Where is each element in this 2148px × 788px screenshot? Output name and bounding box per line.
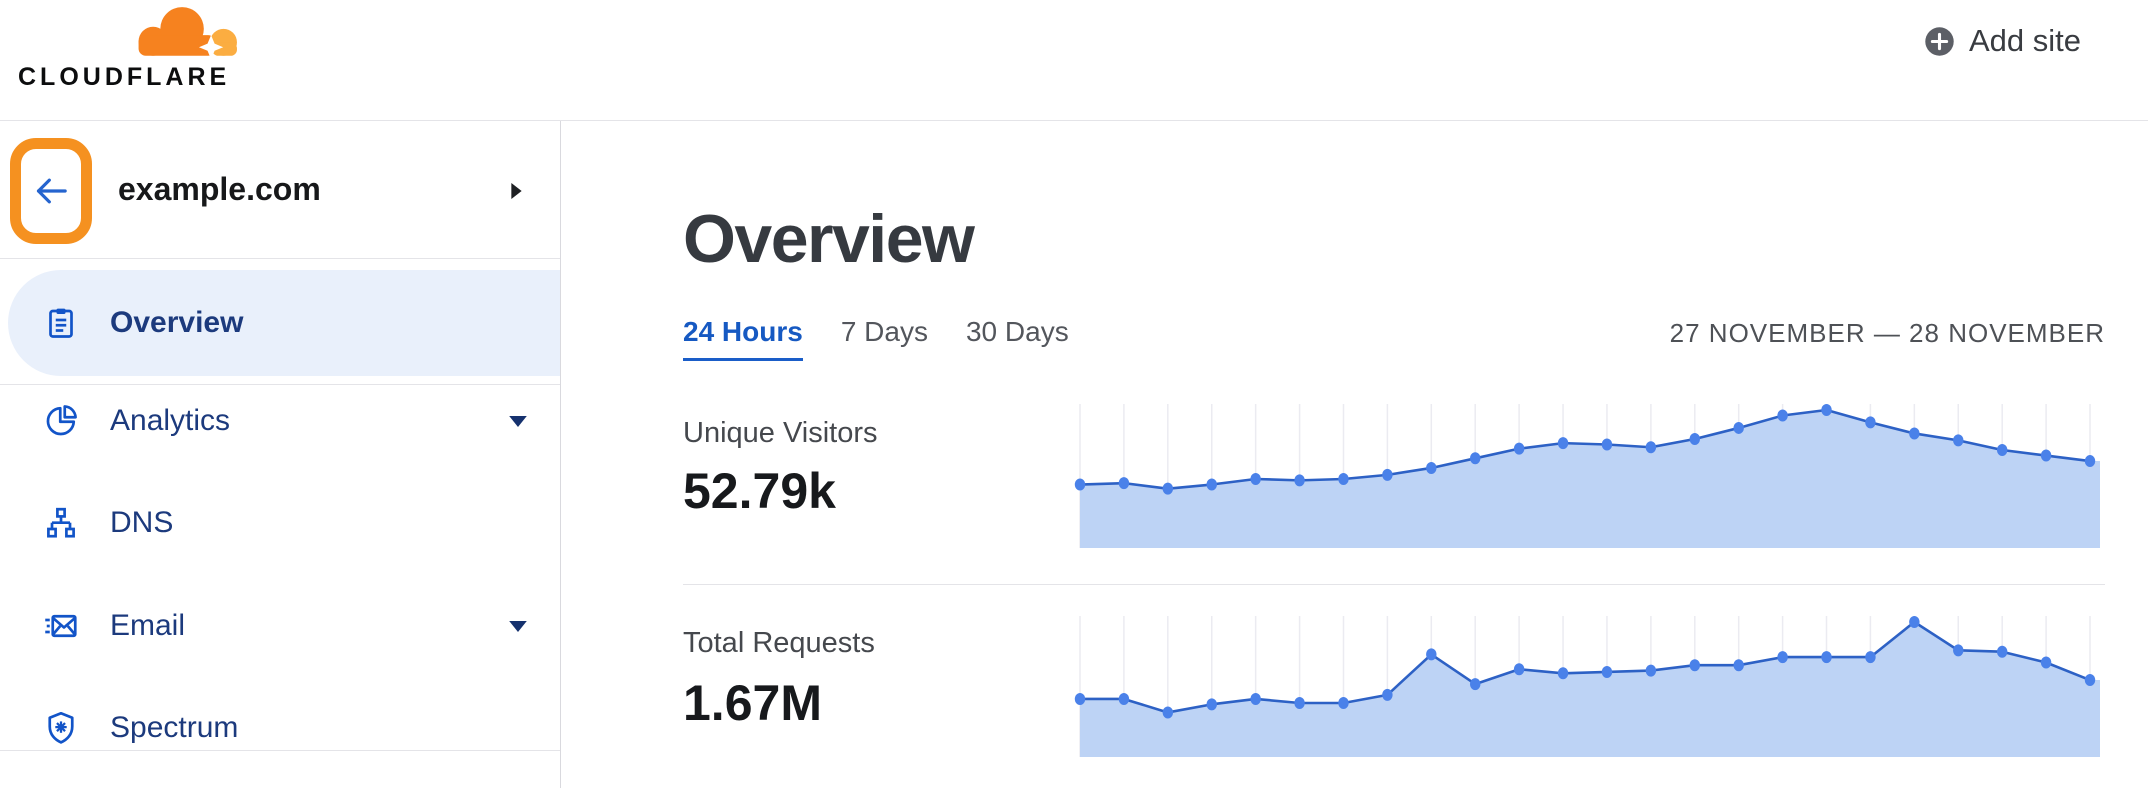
sidebar-item-label: DNS [110, 506, 174, 539]
caret-down-icon[interactable] [509, 621, 527, 632]
chart-total-requests [1074, 616, 2100, 757]
sidebar-divider [0, 258, 560, 259]
cloudflare-logo[interactable]: CLOUDFLARE [18, 4, 262, 92]
tab-30-days[interactable]: 30 Days [965, 316, 1069, 347]
back-arrow-icon [36, 178, 67, 204]
chart-unique-visitors [1074, 404, 2100, 548]
plus-circle-icon [1925, 26, 1954, 56]
tab-24-hours[interactable]: 24 Hours [683, 316, 803, 361]
metric-value-unique-visitors: 52.79k [683, 463, 836, 519]
add-site-button[interactable]: Add site [1924, 22, 2081, 60]
date-range: 27 NOVEMBER — 28 NOVEMBER [1669, 318, 2105, 348]
sidebar: example.com Overview [0, 121, 561, 788]
sidebar-item-label: Analytics [110, 404, 231, 437]
caret-down-icon[interactable] [509, 416, 527, 427]
add-site-label: Add site [1969, 23, 2082, 58]
site-switcher-row: example.com [0, 121, 560, 258]
sidebar-item-label: Overview [110, 306, 244, 339]
logo-wordmark: CLOUDFLARE [18, 63, 231, 91]
time-range-tabs: 24 Hours 7 Days 30 Days 27 NOVEMBER — 28… [683, 316, 2105, 361]
annotation-highlight-box [10, 138, 92, 244]
metric-value-total-requests: 1.67M [683, 675, 822, 731]
top-bar: CLOUDFLARE Add site [0, 0, 2148, 121]
sidebar-item-analytics[interactable]: Analytics [0, 385, 560, 457]
sidebar-item-spectrum[interactable]: Spectrum [0, 692, 560, 764]
tab-7-days[interactable]: 7 Days [840, 316, 928, 347]
email-icon [42, 607, 80, 645]
sidebar-item-label: Spectrum [110, 711, 239, 744]
sidebar-item-label: Email [110, 609, 186, 642]
dns-tree-icon [42, 504, 80, 542]
back-button[interactable] [29, 169, 73, 213]
pie-chart-icon [42, 402, 80, 440]
clipboard-icon [42, 304, 80, 342]
sidebar-divider [0, 384, 560, 385]
cloudflare-cloud-icon [138, 7, 237, 60]
metric-label-total-requests: Total Requests [683, 627, 875, 659]
sidebar-item-overview[interactable]: Overview [8, 270, 560, 376]
metric-label-unique-visitors: Unique Visitors [683, 417, 878, 449]
site-name[interactable]: example.com [118, 171, 321, 207]
shield-spark-icon [42, 709, 80, 747]
metrics-divider [683, 584, 2105, 585]
caret-right-icon[interactable] [511, 183, 522, 199]
sidebar-item-dns[interactable]: DNS [0, 487, 560, 559]
page-title: Overview [683, 201, 975, 277]
sidebar-item-email[interactable]: Email [0, 590, 560, 662]
sidebar-divider [0, 750, 560, 751]
